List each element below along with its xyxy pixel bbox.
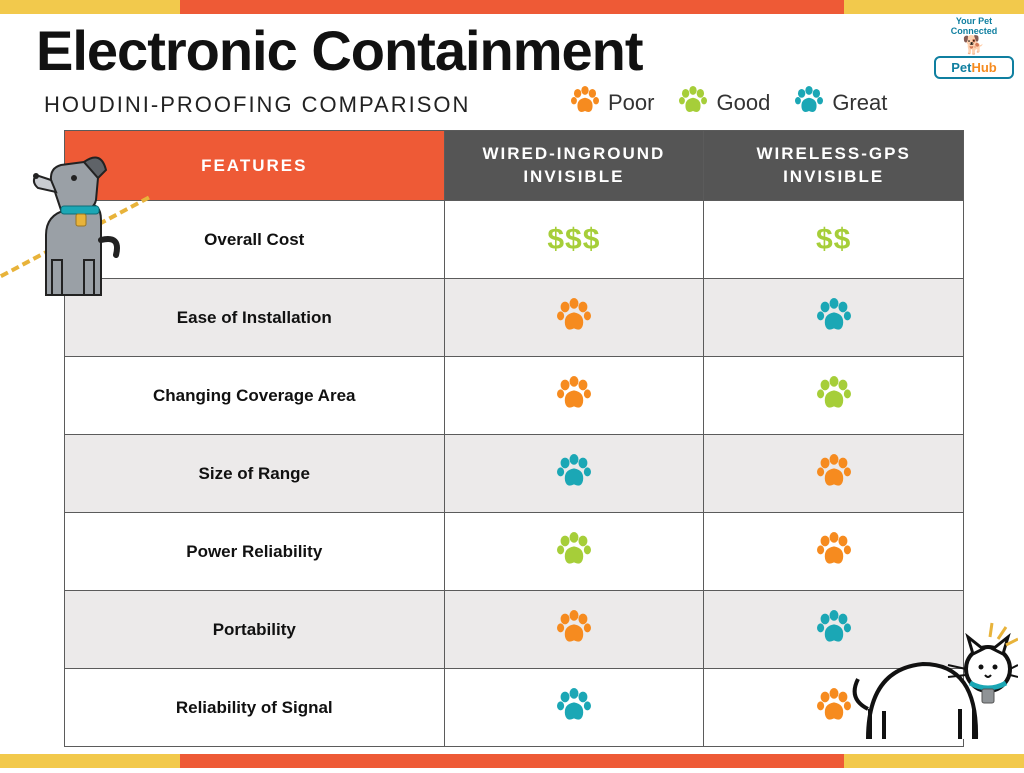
accent-bar-segment [0,0,180,14]
cost-dollar-icon: $$$ [547,223,600,256]
page-title: Electronic Containment [36,18,643,83]
table-row: Size of Range [65,435,964,513]
table-row: Power Reliability [65,513,964,591]
legend-label: Good [716,90,770,116]
cat-illustration [848,609,1018,754]
rating-legend: Poor Good Great [570,86,887,120]
table-row: Changing Coverage Area [65,357,964,435]
page-subtitle: HOUDINI-PROOFING COMPARISON [44,92,470,118]
rating-cell: $$$ [444,201,704,279]
legend-label: Great [832,90,887,116]
table-row: Reliability of Signal [65,669,964,747]
table-header-row: FEATURES WIRED-INGROUND INVISIBLE WIRELE… [65,131,964,201]
accent-bar-segment [180,0,844,14]
legend-item-poor: Poor [570,86,654,120]
feature-label: Portability [65,591,445,669]
rating-cell [704,357,964,435]
header-col-wired: WIRED-INGROUND INVISIBLE [444,131,704,201]
cost-dollar-icon: $$ [816,223,851,256]
legend-label: Poor [608,90,654,116]
accent-bar-segment [0,754,180,768]
table-row: Overall Cost$$$$$ [65,201,964,279]
accent-bar-segment [180,754,844,768]
brand-logo: Your Pet Connected 🐕 PetHub [934,16,1014,79]
legend-item-good: Good [678,86,770,120]
header-col-wireless: WIRELESS-GPS INVISIBLE [704,131,964,201]
feature-label: Changing Coverage Area [65,357,445,435]
dog-illustration [6,140,136,305]
feature-label: Power Reliability [65,513,445,591]
legend-item-great: Great [794,86,887,120]
table-row: Ease of Installation [65,279,964,357]
rating-cell [444,357,704,435]
table-body: Overall Cost$$$$$Ease of Installation Ch… [65,201,964,747]
logo-name: PetHub [934,56,1014,79]
rating-cell [444,513,704,591]
rating-cell [704,279,964,357]
top-accent-bar [0,0,1024,14]
accent-bar-segment [844,0,1024,14]
comparison-table: FEATURES WIRED-INGROUND INVISIBLE WIRELE… [64,130,964,747]
rating-cell [704,435,964,513]
feature-label: Size of Range [65,435,445,513]
feature-label: Reliability of Signal [65,669,445,747]
rating-cell [444,279,704,357]
logo-tagline: Your Pet Connected [934,16,1014,36]
logo-pet-icon: 🐕 [934,36,1014,54]
rating-cell: $$ [704,201,964,279]
rating-cell [444,435,704,513]
bottom-accent-bar [0,754,1024,768]
table-row: Portability [65,591,964,669]
rating-cell [444,591,704,669]
rating-cell [704,513,964,591]
accent-bar-segment [844,754,1024,768]
rating-cell [444,669,704,747]
